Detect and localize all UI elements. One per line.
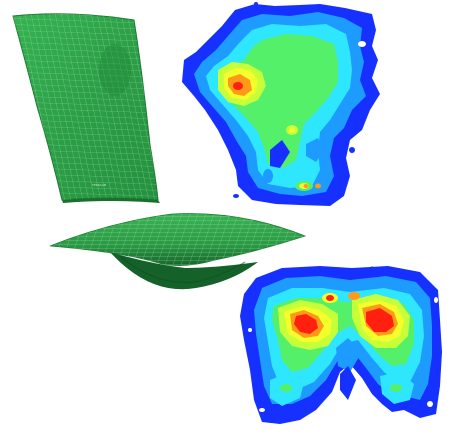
- pressure-map-seat-left-peak: [294, 314, 318, 334]
- mat-label-text: TEKSCAN: [91, 183, 106, 187]
- pressure-map-seat-right-peak: [366, 308, 394, 332]
- pressure-map-seat: [240, 266, 442, 424]
- sensor-mat-upright: TEKSCAN: [12, 13, 160, 203]
- pressure-map-back: [182, 2, 380, 206]
